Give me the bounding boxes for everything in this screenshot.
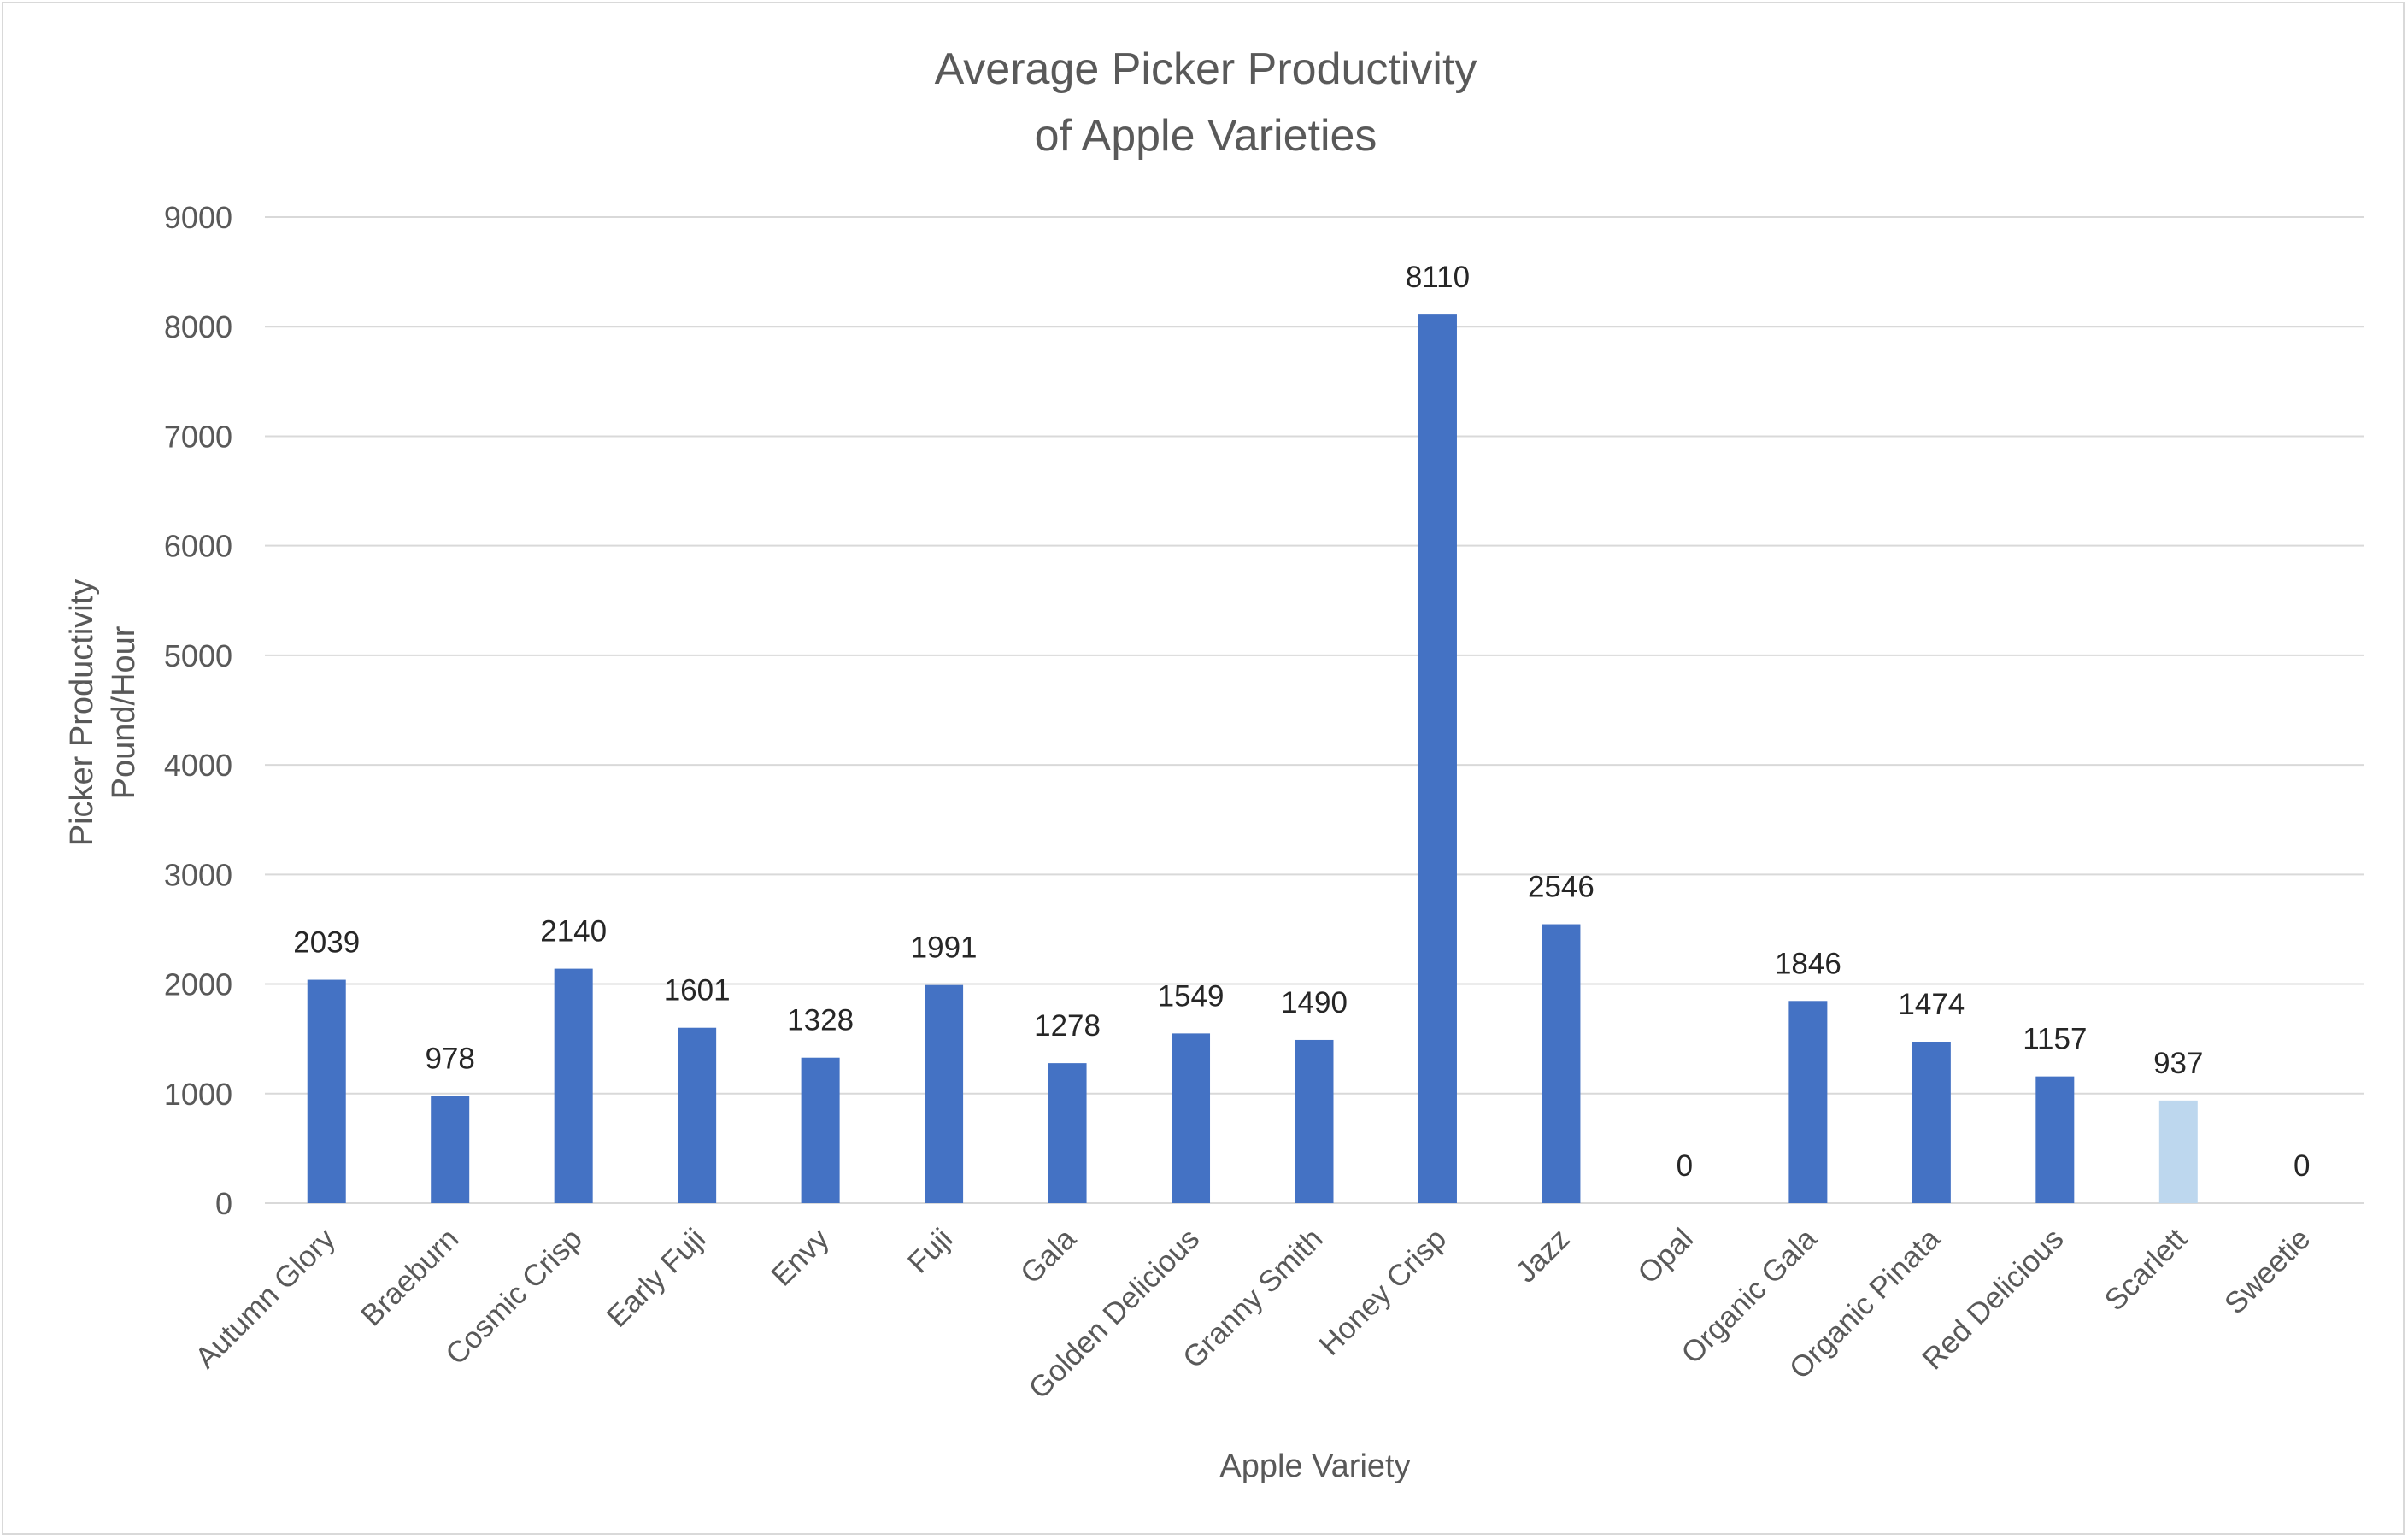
y-tick-label: 1000 [164, 1077, 232, 1112]
bar [1912, 1042, 1951, 1203]
y-tick-label: 3000 [164, 857, 232, 892]
x-tick-label: Fuji [902, 1222, 959, 1279]
data-label: 2140 [540, 915, 607, 949]
bar [1788, 1001, 1828, 1203]
x-tick-label: Braeburn [355, 1222, 465, 1332]
data-label: 1601 [664, 974, 731, 1007]
bar [1048, 1063, 1087, 1203]
data-label: 1991 [911, 931, 978, 965]
data-label: 978 [426, 1043, 475, 1076]
y-tick-label: 4000 [164, 748, 232, 783]
data-label: 1846 [1775, 947, 1841, 980]
data-labels: 2039 978 2140 1601 1328 1991 1278 1549 1490 8110 2… [293, 261, 2310, 1183]
x-tick-label: Autumn Glory [189, 1222, 342, 1375]
data-label: 1157 [2023, 1023, 2087, 1056]
bar [2035, 1076, 2075, 1203]
x-tick-label: Honey Crisp [1313, 1222, 1453, 1362]
chart-title-line-1: Average Picker Productivity [935, 44, 1477, 94]
data-label: 0 [1677, 1149, 1693, 1183]
bars [307, 314, 2198, 1203]
x-tick-label: Gala [1014, 1222, 1083, 1290]
y-tick-label: 2000 [164, 967, 232, 1002]
bar [1172, 1033, 1211, 1203]
bar [1418, 314, 1457, 1203]
data-label: 1328 [787, 1004, 854, 1037]
y-tick-label: 7000 [164, 419, 232, 454]
y-tick-label: 9000 [164, 200, 232, 235]
bar [1295, 1039, 1334, 1203]
y-tick-label: 5000 [164, 638, 232, 673]
bar [554, 968, 593, 1203]
y-tick-label: 8000 [164, 309, 232, 344]
x-tick-label: Opal [1631, 1222, 1700, 1290]
x-tick-label: Jazz [1509, 1222, 1576, 1289]
bar [431, 1096, 470, 1203]
y-axis-ticks: 0 1000 2000 3000 4000 5000 6000 7000 8000 9000 [164, 200, 232, 1221]
bar [801, 1057, 840, 1203]
y-axis-label-line-2: Pound/Hour [106, 626, 142, 799]
data-label: 8110 [1406, 261, 1470, 294]
data-label: 2039 [293, 926, 360, 960]
bar [307, 979, 346, 1203]
bar [678, 1027, 717, 1203]
data-label: 1474 [1898, 988, 1965, 1021]
chart-title-line-2: of Apple Varieties [1035, 111, 1377, 161]
data-label: 1549 [1158, 979, 1225, 1013]
bar [925, 984, 964, 1203]
y-axis-label-line-1: Picker Productivity [64, 579, 100, 847]
x-tick-label: Envy [765, 1222, 836, 1293]
y-tick-label: 6000 [164, 529, 232, 564]
bar [1542, 924, 1581, 1203]
x-tick-label: Early Fuji [601, 1222, 713, 1334]
x-tick-label: Sweetie [2218, 1222, 2317, 1321]
y-tick-label: 0 [215, 1186, 232, 1221]
data-label: 1278 [1034, 1009, 1101, 1043]
bar-chart: Average Picker Productivity of Apple Var… [64, 44, 2364, 1484]
bar [2158, 1100, 2198, 1203]
data-label: 0 [2293, 1149, 2310, 1183]
x-axis-label: Apple Variety [1219, 1448, 1410, 1484]
data-label: 937 [2153, 1047, 2203, 1080]
data-label: 2546 [1528, 871, 1595, 904]
x-tick-label: Scarlett [2098, 1222, 2194, 1318]
data-label: 1490 [1281, 986, 1348, 1019]
gridlines [265, 216, 2364, 1204]
